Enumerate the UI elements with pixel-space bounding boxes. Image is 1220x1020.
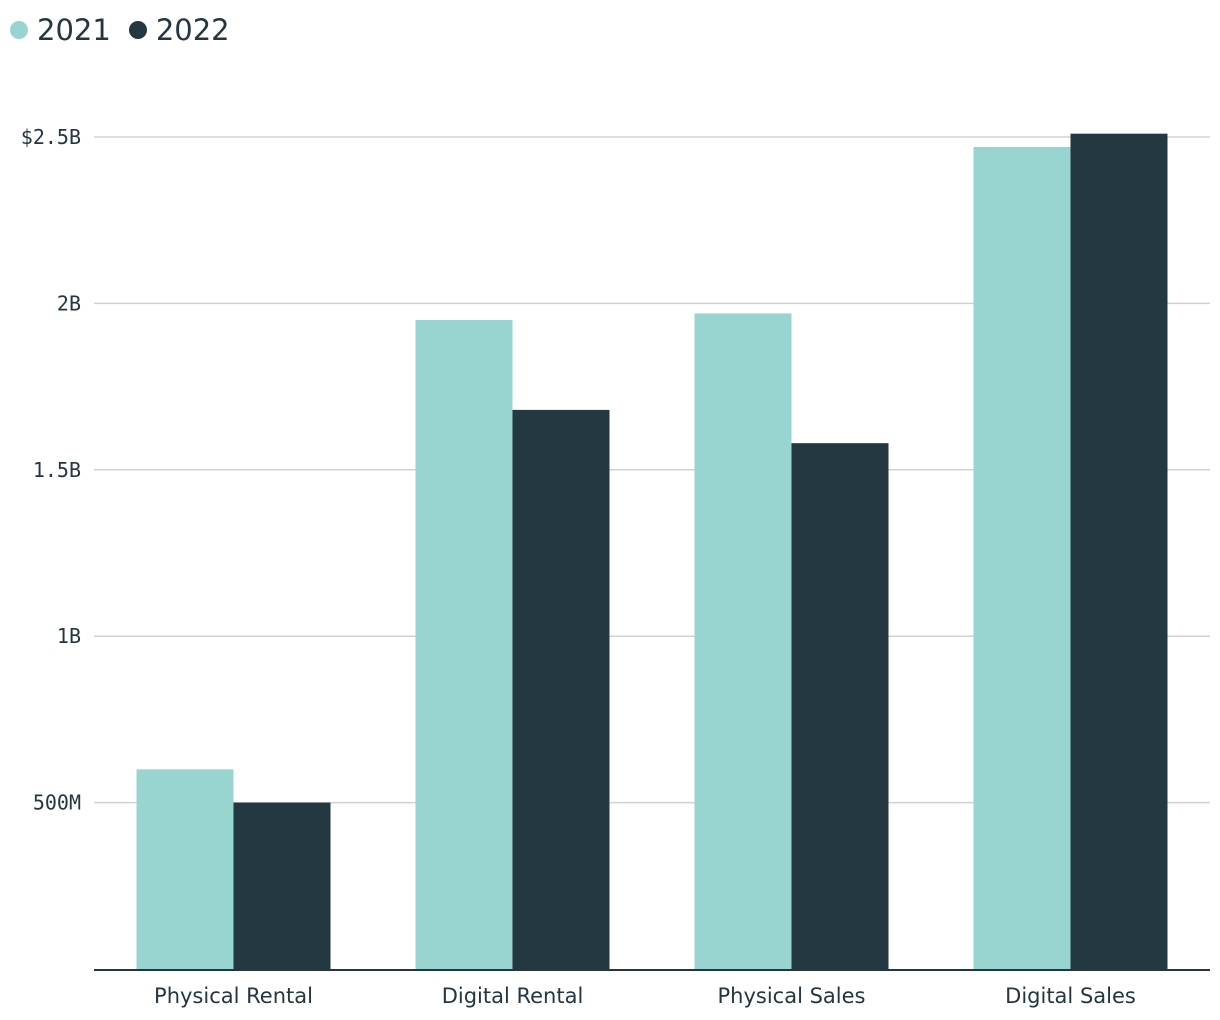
x-axis-ticks: Physical Rental Digital Rental Physical Sa…: [154, 984, 1136, 1008]
y-tick-label: 500M: [33, 791, 81, 815]
bars: [136, 133, 1168, 969]
legend-label-2022: 2022: [155, 13, 230, 47]
bar-2022[interactable]: [1070, 133, 1168, 969]
y-tick-label: 2B: [57, 291, 81, 315]
legend-swatch-2021: [10, 21, 28, 39]
bar-2021[interactable]: [136, 769, 234, 969]
y-tick-label: $2.5B: [21, 125, 81, 149]
bar-2021[interactable]: [415, 320, 513, 969]
bar-2022[interactable]: [791, 443, 889, 969]
y-axis-ticks: 500M 1B 1.5B 2B $2.5B: [21, 125, 81, 815]
bar-2022[interactable]: [233, 802, 331, 969]
bar-2021[interactable]: [694, 313, 792, 969]
x-tick-label: Digital Sales: [1005, 984, 1136, 1008]
x-tick-label: Physical Rental: [154, 984, 313, 1008]
legend-item-2022[interactable]: 2022: [128, 13, 230, 47]
legend-label-2021: 2021: [37, 13, 111, 47]
y-tick-label: 1B: [57, 624, 81, 648]
legend-item-2021[interactable]: 2021: [10, 13, 111, 47]
bar-2021[interactable]: [973, 146, 1071, 969]
x-tick-label: Physical Sales: [718, 984, 866, 1008]
legend-swatch-2022: [128, 21, 147, 39]
x-tick-label: Digital Rental: [442, 984, 584, 1008]
bar-2022[interactable]: [512, 409, 610, 969]
legend: 2021 2022: [10, 10, 230, 50]
y-tick-label: 1.5B: [33, 458, 81, 482]
